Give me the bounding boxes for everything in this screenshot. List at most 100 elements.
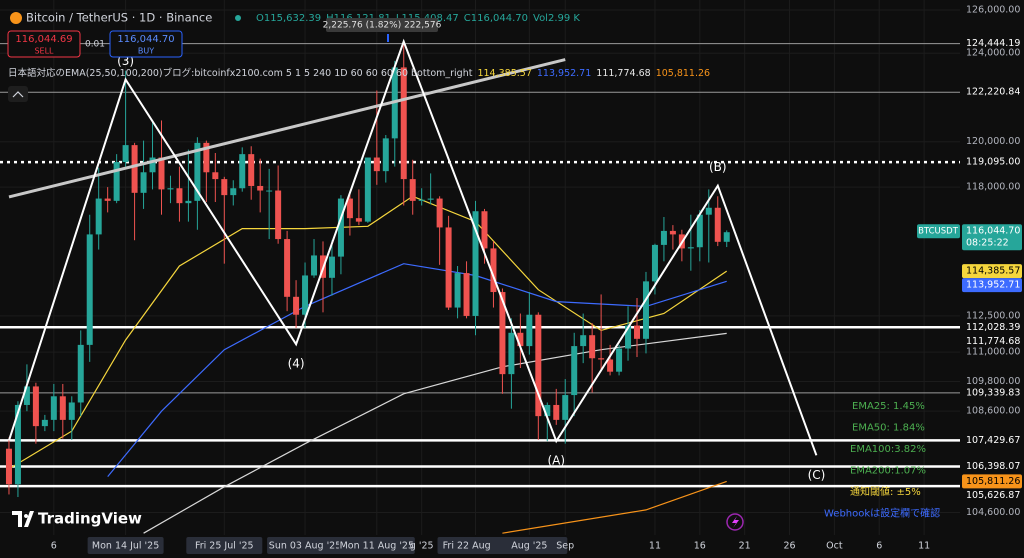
candle-body <box>660 230 667 245</box>
candle-body <box>185 200 192 204</box>
y-tick-label: 104,600.00 <box>966 507 1020 518</box>
alert-icon <box>726 513 744 531</box>
candle-body <box>230 188 237 196</box>
price-label: 105,626.87 <box>966 490 1020 501</box>
candle-body <box>472 211 479 316</box>
price-label: 105,811.26 <box>966 476 1020 487</box>
wave-line <box>8 38 818 456</box>
x-tick-label: Sep <box>556 541 574 552</box>
price-label: 107,429.67 <box>966 435 1020 446</box>
candle-body <box>598 358 605 360</box>
y-tick-label: 124,000.00 <box>966 48 1020 59</box>
ema-note: Webhookは設定欄で確認 <box>824 507 940 520</box>
x-tick-label: Oct <box>826 541 843 552</box>
candle-body <box>131 145 138 193</box>
candle-body <box>427 198 434 200</box>
buy-box <box>109 30 183 58</box>
candle-body <box>239 154 246 189</box>
price-label: 106,398.07 <box>966 461 1020 472</box>
candle-body <box>337 198 344 257</box>
candle-body <box>364 157 371 222</box>
brand-name: TradingView <box>38 510 142 528</box>
candle-body <box>158 157 165 190</box>
ema-note: EMA50: 1.84% <box>852 423 925 434</box>
candle-body <box>705 207 712 215</box>
x-tick-label: 6 <box>876 541 882 552</box>
wave-label: (4) <box>288 357 305 371</box>
x-tick-label: Aug '25 <box>511 541 547 552</box>
measure-label: 2,225.76 (1.82%) 222,576 <box>323 21 442 31</box>
candle-body <box>257 185 264 191</box>
candle-body <box>580 335 587 347</box>
candle-body <box>535 314 542 417</box>
candle-body <box>418 199 425 201</box>
candle-body <box>346 198 353 219</box>
candle-body <box>355 218 362 222</box>
y-tick-label: 112,500.00 <box>966 310 1020 321</box>
x-tick-label: 11 <box>918 541 930 552</box>
price-label: 111,774.68 <box>966 336 1020 347</box>
x-tick-label: Mon 14 Jul '25 <box>92 541 159 552</box>
candle-body <box>68 402 75 420</box>
y-tick-label: 109,800.00 <box>966 376 1020 387</box>
x-tick-label: Mon 11 Aug '25 <box>340 541 414 552</box>
candle-body <box>454 273 461 308</box>
market-status <box>235 15 241 21</box>
last-price-box <box>962 224 1022 251</box>
candle-body <box>642 281 649 339</box>
wave-label: (C) <box>808 468 826 482</box>
candle-body <box>212 172 219 180</box>
candle-body <box>122 145 129 163</box>
candle-body <box>562 395 569 420</box>
candle-body <box>50 396 57 420</box>
candle-body <box>328 256 335 278</box>
candle-body <box>651 244 658 282</box>
x-tick-label: Fri 25 Jul '25 <box>195 541 254 552</box>
price-label-box <box>962 474 1022 489</box>
candle-body <box>5 448 12 485</box>
price-label: 112,028.39 <box>966 322 1020 333</box>
collapse-button[interactable] <box>8 86 28 102</box>
sell-box <box>7 30 81 58</box>
candle-body <box>248 154 255 186</box>
symbol-label: BTCUSDT <box>918 227 959 237</box>
candle-body <box>400 67 407 180</box>
candle-body <box>625 325 632 349</box>
y-tick-label: 111,000.00 <box>966 347 1020 358</box>
indicator-value: 105,811.26 <box>656 68 710 79</box>
time-label-box <box>491 537 568 554</box>
candle-body <box>95 198 102 235</box>
candle-body <box>687 247 694 249</box>
countdown: 08:25:22 <box>966 238 1009 249</box>
candle-body <box>284 239 291 297</box>
candle-body <box>714 207 721 242</box>
symbol-box <box>917 224 960 239</box>
candle-body <box>311 255 318 276</box>
ohlc-value: C116,044.70 <box>464 13 528 24</box>
time-label-box <box>338 537 415 554</box>
candle-body <box>696 214 703 248</box>
candle-body <box>634 325 641 339</box>
indicator-name: 日本語対応のEMA(25,50,100,200)ブログ:bitcoinfx210… <box>8 67 473 79</box>
candle-body <box>275 190 282 240</box>
candle-body <box>436 198 443 228</box>
time-label-box <box>267 537 344 554</box>
trade-size: 0.01 <box>85 40 105 50</box>
ohlc-value: O115,632.39 <box>256 13 321 24</box>
price-label: 122,220.84 <box>966 87 1020 98</box>
y-tick-label: 120,000.00 <box>966 136 1020 147</box>
x-tick-label: Fri 22 Aug '25 <box>443 541 509 552</box>
y-tick-label: 118,000.00 <box>966 182 1020 193</box>
candle-body <box>445 227 452 308</box>
ema-line <box>502 480 727 534</box>
wave-label: (B) <box>709 160 727 174</box>
candle-body <box>86 234 93 345</box>
candle-body <box>616 348 623 372</box>
candle-body <box>382 138 389 172</box>
ohlc-value: Vol2.99 K <box>533 13 580 24</box>
price-label: 109,339.83 <box>966 387 1020 398</box>
ema-note: EMA200:1.07% <box>850 466 926 477</box>
candle-body <box>59 396 66 420</box>
trend-line <box>8 58 566 199</box>
buy-price: 116,044.70 <box>117 34 174 45</box>
